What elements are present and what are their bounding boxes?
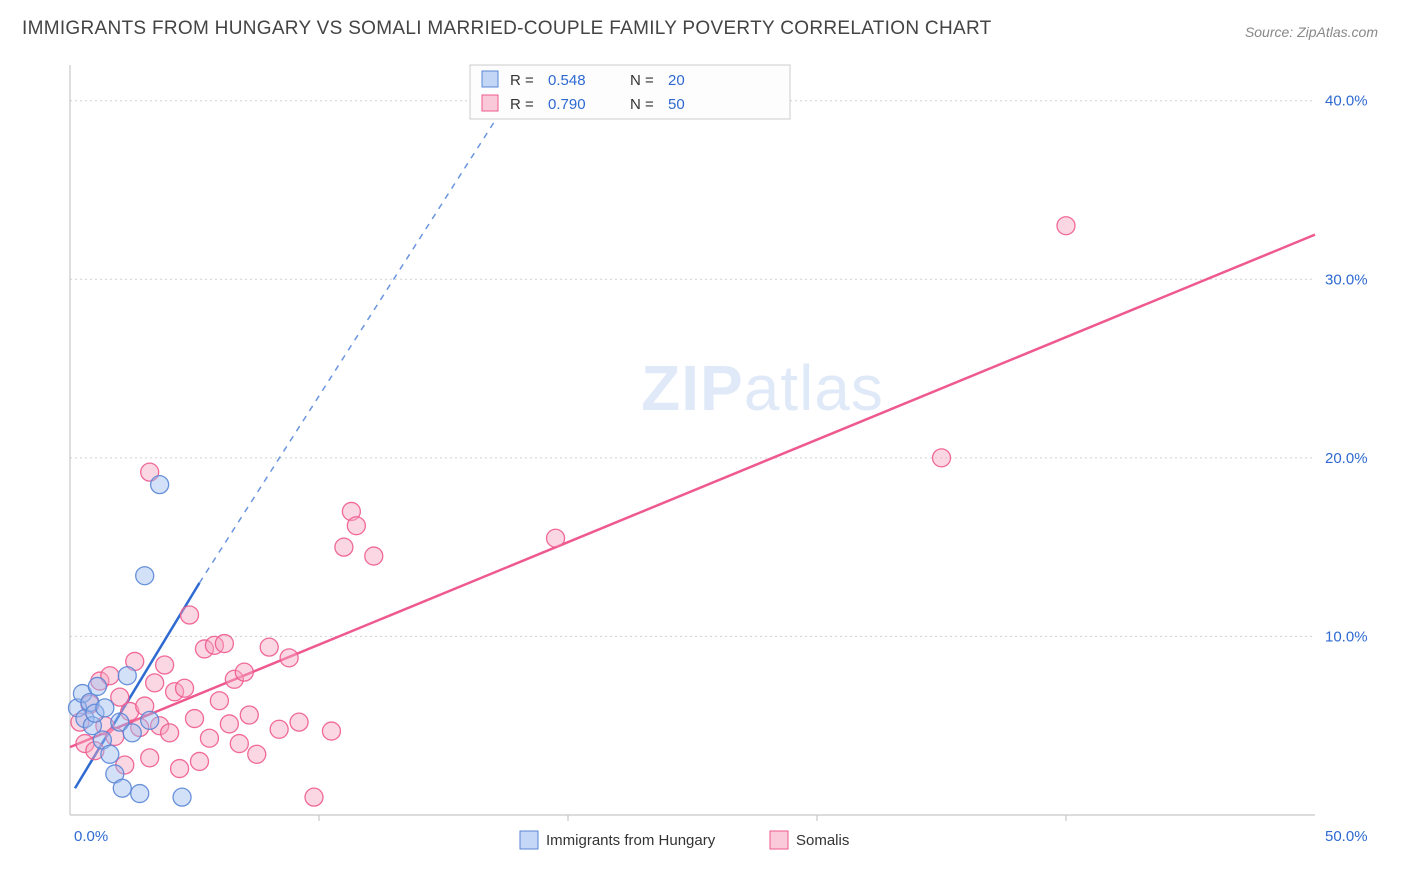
legend-n-value: 20 [668, 72, 685, 89]
point-hungary [131, 785, 149, 803]
point-hungary [151, 476, 169, 494]
point-hungary [101, 745, 119, 763]
legend-swatch [482, 71, 498, 87]
legend-r-label: R = [510, 72, 534, 89]
watermark: ZIPatlas [641, 352, 884, 424]
y-tick-label: 20.0% [1325, 450, 1368, 467]
point-hungary [141, 711, 159, 729]
point-hungary [118, 667, 136, 685]
point-somalis [305, 788, 323, 806]
point-somalis [220, 715, 238, 733]
point-somalis [1057, 217, 1075, 235]
legend-r-label: R = [510, 96, 534, 113]
chart-area: 10.0%20.0%30.0%40.0%0.0%50.0%Married-Cou… [50, 55, 1370, 845]
point-somalis [248, 745, 266, 763]
point-somalis [186, 710, 204, 728]
point-hungary [136, 567, 154, 585]
point-somalis [933, 449, 951, 467]
point-somalis [235, 663, 253, 681]
y-tick-label: 40.0% [1325, 93, 1368, 110]
point-somalis [215, 635, 233, 653]
point-somalis [335, 538, 353, 556]
legend-label-somalis: Somalis [796, 832, 849, 849]
point-somalis [210, 692, 228, 710]
point-somalis [280, 649, 298, 667]
point-somalis [181, 606, 199, 624]
x-tick-label: 50.0% [1325, 828, 1368, 845]
point-somalis [365, 547, 383, 565]
point-hungary [173, 788, 191, 806]
point-somalis [200, 729, 218, 747]
legend-swatch [770, 831, 788, 849]
point-somalis [240, 706, 258, 724]
scatter-plot: 10.0%20.0%30.0%40.0%0.0%50.0%Married-Cou… [50, 55, 1370, 875]
point-somalis [347, 517, 365, 535]
point-somalis [322, 722, 340, 740]
legend-r-value: 0.548 [548, 72, 586, 89]
point-hungary [113, 779, 131, 797]
point-somalis [141, 749, 159, 767]
chart-title: IMMIGRANTS FROM HUNGARY VS SOMALI MARRIE… [22, 18, 992, 40]
x-tick-label: 0.0% [74, 828, 108, 845]
point-hungary [88, 677, 106, 695]
point-hungary [123, 724, 141, 742]
legend-n-value: 50 [668, 96, 685, 113]
point-somalis [547, 529, 565, 547]
point-somalis [230, 735, 248, 753]
legend-n-label: N = [630, 72, 654, 89]
trend-line-hungary-ext [199, 65, 530, 583]
y-tick-label: 10.0% [1325, 628, 1368, 645]
y-tick-label: 30.0% [1325, 271, 1368, 288]
point-somalis [260, 638, 278, 656]
point-somalis [270, 720, 288, 738]
legend-swatch [520, 831, 538, 849]
point-somalis [176, 679, 194, 697]
legend-n-label: N = [630, 96, 654, 113]
point-somalis [290, 713, 308, 731]
point-somalis [161, 724, 179, 742]
point-somalis [156, 656, 174, 674]
legend-label-hungary: Immigrants from Hungary [546, 832, 716, 849]
point-somalis [171, 760, 189, 778]
bottom-legend: Immigrants from Hungary Somalis [520, 831, 849, 849]
point-hungary [96, 699, 114, 717]
point-somalis [146, 674, 164, 692]
legend-swatch [482, 95, 498, 111]
point-somalis [190, 752, 208, 770]
source-label: Source: ZipAtlas.com [1245, 24, 1378, 40]
legend-r-value: 0.790 [548, 96, 586, 113]
trend-line-somalis [70, 235, 1315, 748]
